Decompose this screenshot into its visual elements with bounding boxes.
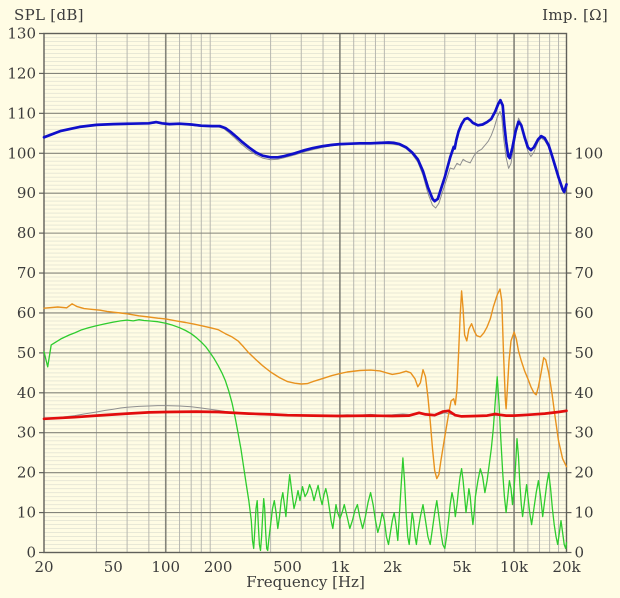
right-tick-label: 90 — [575, 184, 594, 202]
left-tick-label: 50 — [17, 344, 36, 362]
right-tick-label: 80 — [575, 224, 594, 242]
left-tick-label: 20 — [17, 464, 36, 482]
right-tick-label: 0 — [575, 544, 585, 562]
curve-distortion-orange — [43, 288, 568, 480]
right-tick-label: 100 — [575, 144, 604, 162]
right-tick-label: 20 — [575, 464, 594, 482]
left-tick-label: 110 — [7, 104, 36, 122]
right-tick-label: 30 — [575, 424, 594, 442]
x-tick-label: 1k — [331, 558, 351, 576]
right-tick-label: 10 — [575, 504, 594, 522]
left-tick-label: 0 — [26, 544, 36, 562]
curve-spl-sum — [42, 98, 568, 203]
left-tick-label: 90 — [17, 184, 36, 202]
left-tick-label: 80 — [17, 224, 36, 242]
x-tick-label: 20 — [34, 558, 53, 576]
right-axis-title: Imp. [Ω] — [542, 6, 608, 24]
left-tick-label: 130 — [7, 25, 36, 43]
x-tick-label: 500 — [273, 558, 302, 576]
plot-frame — [43, 32, 568, 554]
left-tick-label: 10 — [17, 504, 36, 522]
x-tick-label: 200 — [204, 558, 233, 576]
x-tick-label: 2k — [383, 558, 403, 576]
x-axis-title: Frequency [Hz] — [246, 573, 365, 591]
left-axis-title: SPL [dB] — [14, 6, 84, 24]
left-tick-label: 120 — [7, 64, 36, 82]
left-tick-label: 60 — [17, 304, 36, 322]
left-tick-label: 70 — [17, 264, 36, 282]
left-tick-label: 40 — [17, 384, 36, 402]
left-tick-label: 100 — [7, 144, 36, 162]
right-tick-label: 50 — [575, 344, 594, 362]
x-tick-label: 50 — [104, 558, 123, 576]
x-tick-label: 5k — [452, 558, 472, 576]
x-tick-label: 100 — [151, 558, 180, 576]
right-tick-label: 60 — [575, 304, 594, 322]
x-tick-label: 20k — [552, 558, 581, 576]
curve-impedance — [42, 409, 568, 421]
curve-distortion-green — [43, 319, 568, 552]
right-tick-label: 70 — [575, 264, 594, 282]
x-tick-label: 10k — [500, 558, 529, 576]
left-tick-label: 30 — [17, 424, 36, 442]
right-tick-label: 40 — [575, 384, 594, 402]
